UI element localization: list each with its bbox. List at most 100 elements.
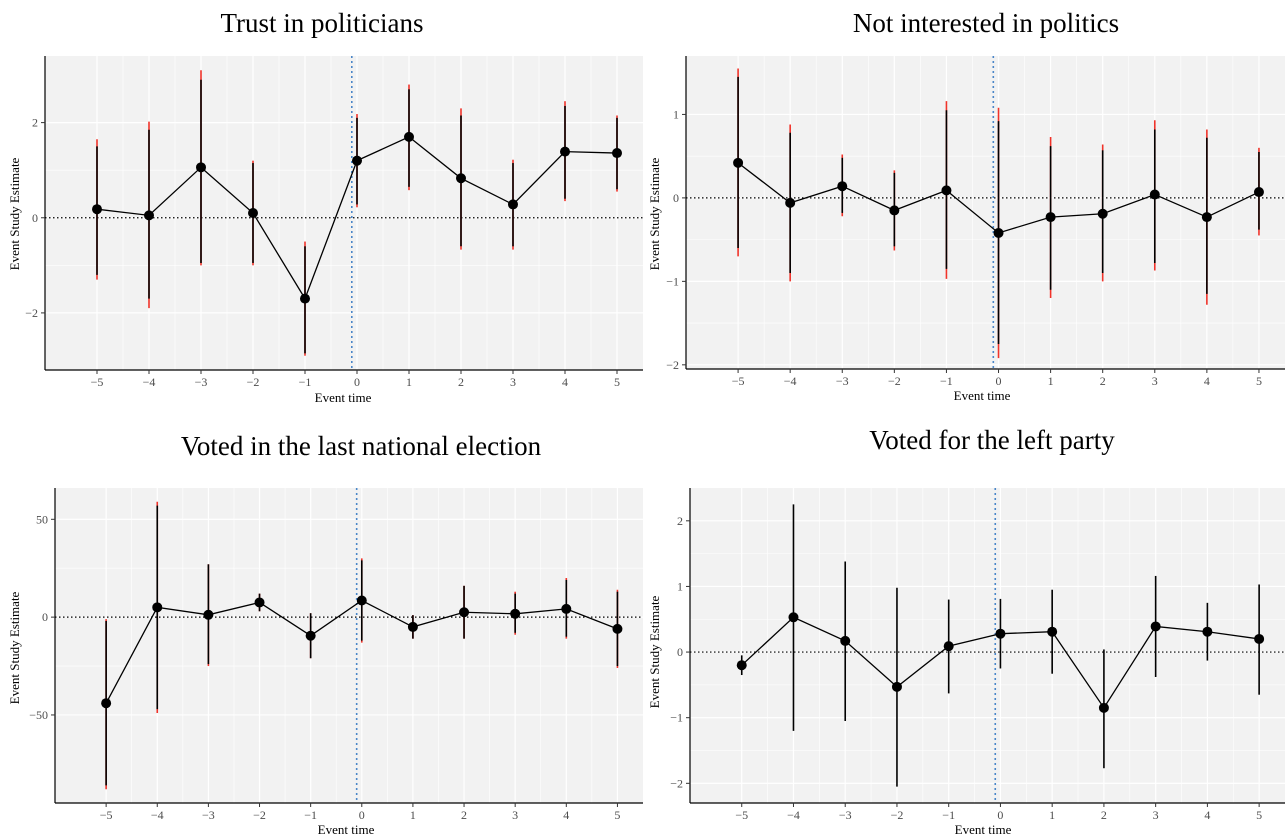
y-tick-label: −2	[25, 306, 38, 320]
estimate-point	[736, 660, 747, 671]
estimate-point	[1047, 626, 1058, 637]
x-tick-label: −1	[942, 808, 955, 822]
estimate-point	[254, 597, 265, 608]
estimate-point	[891, 681, 902, 692]
estimate-point	[404, 131, 414, 142]
x-tick-label: 4	[1204, 808, 1210, 822]
x-tick-label: −1	[304, 808, 317, 822]
estimate-point	[837, 181, 848, 192]
y-tick-label: 0	[673, 191, 679, 205]
x-tick-label: 3	[510, 375, 516, 389]
x-tick-label: 3	[1152, 374, 1158, 388]
y-axis-label: Event Study Estimate	[647, 595, 662, 708]
panel-title: Not interested in politics	[853, 8, 1119, 38]
estimate-point	[356, 595, 367, 606]
x-tick-label: −4	[151, 808, 164, 822]
estimate-point	[560, 146, 570, 157]
x-tick-label: −5	[100, 808, 113, 822]
x-tick-label: −1	[940, 374, 953, 388]
estimate-point	[300, 293, 310, 304]
x-tick-label: 2	[1101, 808, 1107, 822]
x-tick-label: 2	[1100, 374, 1106, 388]
x-tick-label: 4	[562, 375, 568, 389]
x-tick-label: −2	[891, 808, 904, 822]
x-tick-label: 0	[997, 808, 1003, 822]
estimate-point	[612, 623, 623, 634]
x-tick-label: −3	[836, 374, 849, 388]
estimate-point	[941, 185, 952, 196]
panel-voted-for-the-left-party: Voted for the left party Event Study Est…	[647, 425, 1285, 837]
plot-background	[690, 488, 1285, 803]
estimate-point	[248, 208, 258, 218]
y-axis-label: Event Study Estimate	[7, 157, 22, 270]
y-tick-label: −50	[29, 708, 48, 722]
estimate-point	[152, 602, 163, 613]
estimate-point	[92, 204, 102, 215]
x-tick-label: 2	[458, 375, 464, 389]
x-tick-label: 3	[1153, 808, 1159, 822]
x-tick-label: 5	[614, 375, 620, 389]
x-tick-label: −5	[91, 375, 104, 389]
estimate-point	[993, 227, 1004, 238]
y-tick-label: 1	[677, 579, 683, 593]
plot-area: 2 0 −2 −5 −4 −3 −2 −1 0 1 2 3 4 5	[25, 56, 643, 389]
y-tick-label: −1	[666, 274, 679, 288]
panel-not-interested-in-politics: Not interested in politics Event Study E…	[647, 8, 1285, 403]
y-tick-label: −2	[670, 776, 683, 790]
x-tick-label: 5	[1256, 808, 1262, 822]
plot-background	[686, 56, 1285, 369]
x-tick-label: 1	[1049, 808, 1055, 822]
x-tick-label: −2	[247, 375, 260, 389]
y-tick-label: −2	[666, 358, 679, 372]
x-axis-label: Event time	[318, 822, 375, 837]
estimate-point	[459, 607, 470, 618]
x-tick-label: −5	[732, 374, 745, 388]
y-tick-label: 0	[42, 610, 48, 624]
y-tick-label: 0	[32, 211, 38, 225]
y-tick-label: 0	[677, 645, 683, 659]
estimate-point	[1098, 702, 1109, 713]
estimate-point	[101, 698, 112, 709]
x-tick-label: 5	[1256, 374, 1262, 388]
x-axis-label: Event time	[315, 390, 372, 405]
x-tick-label: 4	[1204, 374, 1210, 388]
estimate-point	[840, 635, 851, 646]
x-tick-label: −4	[784, 374, 797, 388]
estimate-point	[1202, 626, 1213, 637]
estimate-point	[510, 608, 521, 619]
estimate-point	[788, 612, 799, 623]
estimate-point	[144, 210, 154, 221]
y-tick-label: 2	[32, 116, 38, 130]
panel-voted-in-the-last-national-election: Voted in the last national election Even…	[7, 431, 643, 837]
plot-area: 2 1 0 −1 −2 −5 −4 −3 −2 −1 0 1 2 3 4 5	[670, 488, 1285, 822]
estimate-point	[1149, 189, 1160, 200]
y-tick-label: −1	[670, 711, 683, 725]
estimate-point	[1254, 633, 1265, 644]
estimate-point	[196, 162, 206, 173]
panel-title: Voted for the left party	[869, 425, 1115, 455]
plot-background	[55, 488, 643, 803]
x-tick-label: −3	[202, 808, 215, 822]
estimate-point	[407, 621, 418, 632]
estimate-point	[305, 630, 316, 641]
estimate-point	[889, 205, 900, 216]
x-tick-label: −3	[839, 808, 852, 822]
plot-area: 50 0 −50 −5 −4 −3 −2 −1 0 1 2 3 4 5	[29, 488, 643, 822]
x-tick-label: −4	[143, 375, 156, 389]
estimate-point	[561, 603, 572, 614]
panel-trust-in-politicians: Trust in politicians Event Study Estimat…	[7, 8, 643, 405]
x-tick-label: 5	[614, 808, 620, 822]
panel-title: Trust in politicians	[220, 8, 423, 38]
y-tick-label: 1	[673, 107, 679, 121]
x-tick-label: −5	[735, 808, 748, 822]
x-tick-label: −2	[253, 808, 266, 822]
x-tick-label: 0	[354, 375, 360, 389]
x-tick-label: 1	[410, 808, 416, 822]
y-axis-label: Event Study Estimate	[7, 591, 22, 704]
x-tick-label: 0	[359, 808, 365, 822]
x-axis-label: Event time	[954, 388, 1011, 403]
x-tick-label: 4	[563, 808, 569, 822]
estimate-point	[1097, 208, 1108, 219]
panel-title: Voted in the last national election	[181, 431, 542, 461]
